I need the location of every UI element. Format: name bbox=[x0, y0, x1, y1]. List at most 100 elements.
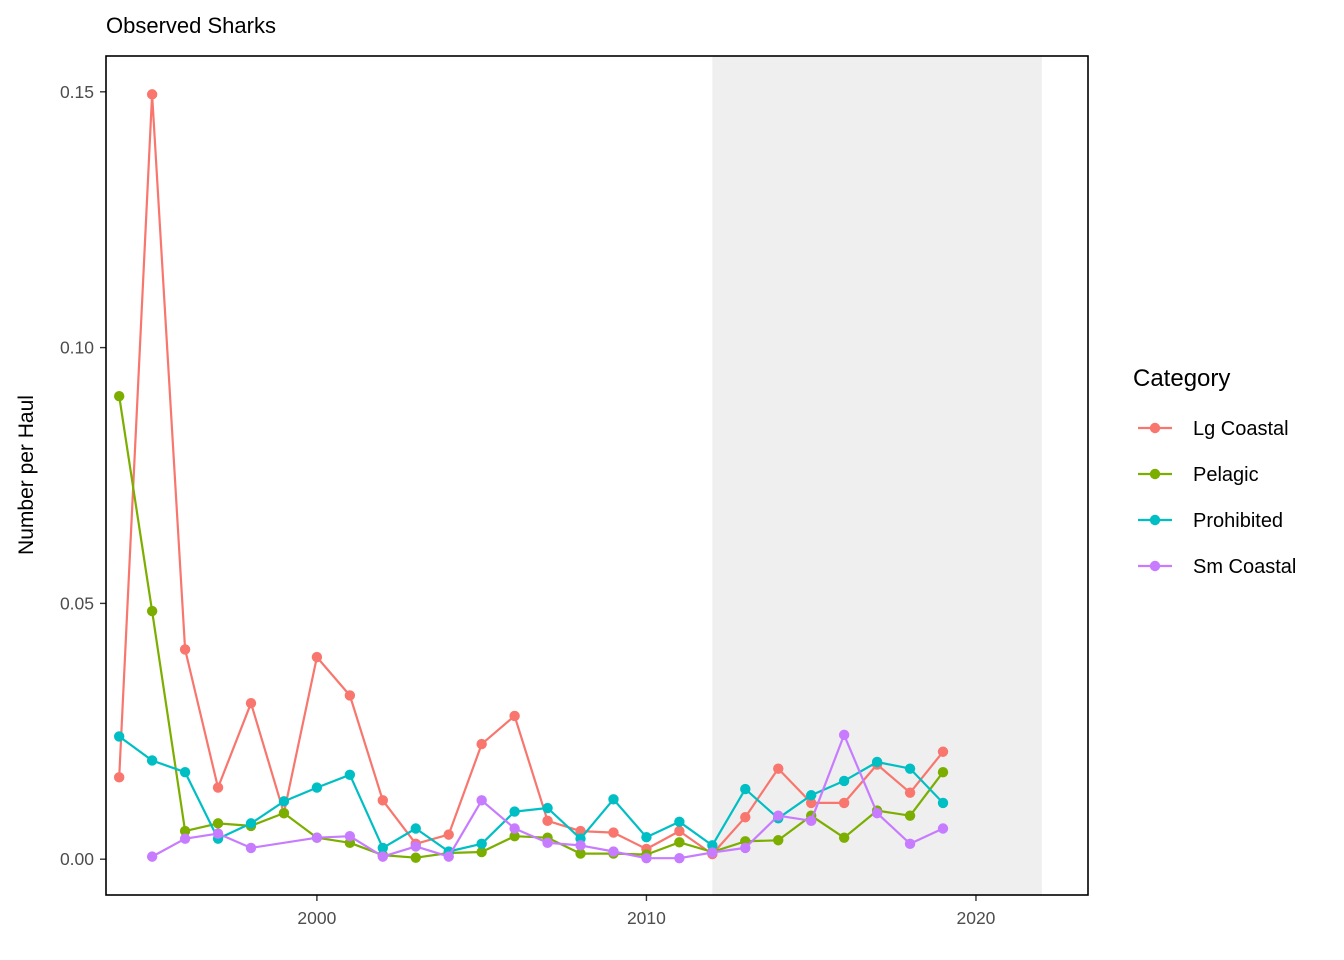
data-point-sm-coastal bbox=[838, 729, 850, 741]
series-line-lg-coastal bbox=[118, 93, 944, 856]
legend-label: Lg Coastal bbox=[1193, 418, 1289, 440]
data-point-lg-coastal bbox=[146, 89, 158, 100]
data-point-prohibited bbox=[542, 802, 553, 814]
data-point-lg-coastal bbox=[443, 829, 454, 840]
data-point-sm-coastal bbox=[674, 852, 685, 864]
legend-key-point bbox=[1149, 560, 1161, 572]
x-axis: 2000 2010 2020 bbox=[297, 895, 996, 928]
data-point-sm-coastal bbox=[805, 815, 817, 827]
legend-label: Prohibited bbox=[1193, 510, 1283, 532]
data-point-prohibited bbox=[311, 782, 323, 793]
data-point-pelagic bbox=[674, 837, 685, 848]
data-point-sm-coastal bbox=[575, 840, 586, 851]
data-point-prohibited bbox=[740, 783, 751, 795]
data-point-prohibited bbox=[838, 775, 850, 787]
data-point-sm-coastal bbox=[937, 823, 949, 834]
data-point-sm-coastal bbox=[344, 830, 356, 842]
x-tick-label: 2010 bbox=[627, 908, 666, 928]
data-point-lg-coastal bbox=[113, 772, 125, 783]
data-point-prohibited bbox=[146, 755, 158, 766]
series-line-prohibited bbox=[118, 735, 944, 853]
data-point-sm-coastal bbox=[608, 846, 619, 857]
data-point-lg-coastal bbox=[805, 797, 817, 809]
y-tick-label: 0.15 bbox=[60, 82, 94, 102]
data-point-prohibited bbox=[113, 731, 125, 742]
data-point-lg-coastal bbox=[674, 825, 685, 837]
data-point-sm-coastal bbox=[904, 838, 916, 850]
data-point-lg-coastal bbox=[542, 815, 553, 827]
data-point-sm-coastal bbox=[773, 810, 784, 821]
data-point-pelagic bbox=[575, 848, 586, 859]
data-point-sm-coastal bbox=[443, 851, 454, 862]
y-axis-title: Number per Haul bbox=[15, 395, 38, 555]
data-point-prohibited bbox=[344, 769, 356, 780]
series-layer bbox=[113, 89, 949, 864]
data-point-lg-coastal bbox=[904, 787, 916, 798]
data-point-sm-coastal bbox=[542, 837, 553, 849]
y-axis: 0.00 0.05 0.10 0.15 bbox=[60, 82, 106, 869]
data-point-prohibited bbox=[871, 756, 883, 768]
chart-title: Observed Sharks bbox=[106, 13, 276, 38]
data-point-prohibited bbox=[608, 794, 619, 805]
legend-item-pelagic: Pelagic bbox=[1138, 464, 1259, 486]
data-point-lg-coastal bbox=[575, 825, 586, 837]
legend-key-point bbox=[1149, 468, 1161, 480]
data-point-pelagic bbox=[278, 807, 290, 819]
data-point-prohibited bbox=[377, 842, 389, 854]
data-point-prohibited bbox=[509, 806, 520, 817]
data-point-lg-coastal bbox=[937, 746, 949, 757]
data-point-lg-coastal bbox=[245, 697, 257, 709]
data-point-sm-coastal bbox=[179, 833, 191, 844]
data-point-sm-coastal bbox=[641, 852, 652, 864]
data-point-pelagic bbox=[509, 830, 520, 842]
legend-item-prohibited: Prohibited bbox=[1138, 510, 1283, 532]
data-point-sm-coastal bbox=[509, 823, 520, 834]
data-point-lg-coastal bbox=[179, 644, 191, 655]
data-point-prohibited bbox=[937, 797, 949, 809]
data-point-pelagic bbox=[146, 605, 158, 617]
data-point-sm-coastal bbox=[707, 847, 718, 858]
data-point-lg-coastal bbox=[212, 782, 224, 793]
data-point-lg-coastal bbox=[509, 710, 520, 722]
y-tick-label: 0.10 bbox=[60, 338, 94, 358]
data-point-prohibited bbox=[707, 840, 718, 851]
data-point-sm-coastal bbox=[410, 841, 421, 852]
data-point-pelagic bbox=[410, 852, 421, 863]
data-point-lg-coastal bbox=[377, 795, 389, 806]
data-point-pelagic bbox=[212, 818, 224, 829]
data-point-prohibited bbox=[410, 823, 421, 834]
data-point-prohibited bbox=[674, 816, 685, 828]
data-point-prohibited bbox=[476, 838, 487, 850]
data-point-pelagic bbox=[937, 767, 949, 778]
data-point-lg-coastal bbox=[773, 763, 784, 774]
legend-key-point bbox=[1149, 514, 1161, 526]
data-point-sm-coastal bbox=[146, 851, 158, 862]
legend-key-point bbox=[1149, 422, 1161, 434]
data-point-pelagic bbox=[476, 846, 487, 858]
y-tick-label: 0.00 bbox=[60, 849, 94, 869]
legend-label: Pelagic bbox=[1193, 464, 1259, 486]
data-point-lg-coastal bbox=[311, 651, 323, 663]
data-point-pelagic bbox=[179, 825, 191, 837]
data-point-lg-coastal bbox=[476, 738, 487, 750]
data-point-sm-coastal bbox=[740, 842, 751, 854]
data-point-prohibited bbox=[278, 796, 290, 807]
legend-item-lg-coastal: Lg Coastal bbox=[1138, 418, 1289, 440]
data-point-lg-coastal bbox=[608, 827, 619, 838]
legend-item-sm-coastal: Sm Coastal bbox=[1138, 556, 1296, 578]
data-point-pelagic bbox=[773, 835, 784, 846]
data-point-sm-coastal bbox=[377, 851, 389, 862]
data-point-prohibited bbox=[245, 818, 257, 829]
data-point-sm-coastal bbox=[245, 842, 257, 854]
data-point-pelagic bbox=[113, 391, 125, 402]
legend-label: Sm Coastal bbox=[1193, 556, 1296, 578]
data-point-prohibited bbox=[904, 763, 916, 774]
data-point-pelagic bbox=[838, 832, 850, 843]
x-tick-label: 2020 bbox=[956, 908, 995, 928]
data-point-lg-coastal bbox=[838, 797, 850, 809]
data-point-pelagic bbox=[904, 810, 916, 821]
highlight-region bbox=[712, 56, 1042, 895]
data-point-prohibited bbox=[805, 790, 817, 801]
data-point-sm-coastal bbox=[311, 832, 323, 843]
plot-border bbox=[105, 55, 1089, 896]
